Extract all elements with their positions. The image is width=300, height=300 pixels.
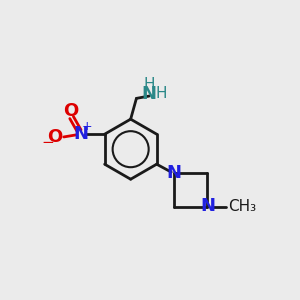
Text: +: + bbox=[82, 120, 93, 133]
Text: H: H bbox=[143, 76, 155, 92]
Text: N: N bbox=[166, 164, 181, 181]
Text: O: O bbox=[47, 128, 63, 146]
Text: −: − bbox=[41, 135, 54, 150]
Text: N: N bbox=[142, 85, 157, 103]
Text: CH₃: CH₃ bbox=[228, 200, 256, 214]
Text: N: N bbox=[73, 125, 88, 143]
Text: H: H bbox=[155, 86, 167, 101]
Text: N: N bbox=[200, 197, 215, 215]
Text: O: O bbox=[64, 102, 79, 120]
